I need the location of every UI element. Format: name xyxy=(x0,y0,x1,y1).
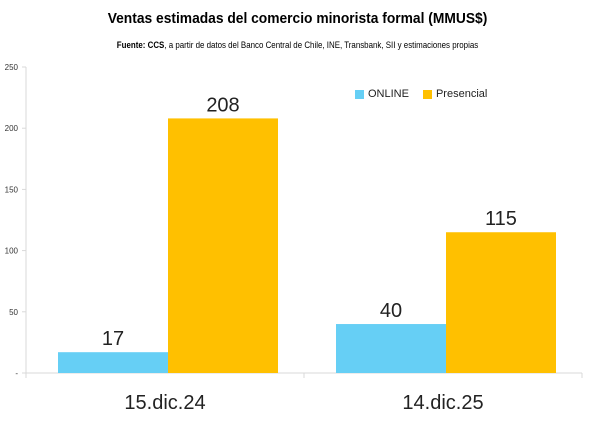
legend-item-online: ONLINE xyxy=(355,88,409,100)
data-label-online-0: 17 xyxy=(102,328,124,350)
data-label-online-1: 40 xyxy=(380,300,402,322)
bar-presencial-1 xyxy=(446,232,556,373)
y-tick-label: 50 xyxy=(9,308,18,317)
x-category-label: 15.dic.24 xyxy=(124,392,205,414)
data-label-presencial-1: 115 xyxy=(485,208,517,230)
legend-item-presencial: Presencial xyxy=(422,88,488,100)
y-tick-label: 250 xyxy=(5,63,19,72)
x-category-label: 14.dic.25 xyxy=(402,392,483,414)
legend: ONLINE Presencial xyxy=(355,88,487,100)
legend-swatch-presencial xyxy=(422,89,432,99)
bar-online-1 xyxy=(336,324,446,373)
bar-presencial-0 xyxy=(168,118,278,374)
y-tick-label: 100 xyxy=(5,247,19,256)
data-label-presencial-0: 208 xyxy=(206,94,239,116)
source-text: , a partir de datos del Banco Central de… xyxy=(164,40,479,50)
chart-title: Ventas estimadas del comercio minorista … xyxy=(107,10,488,27)
y-tick-label: - xyxy=(15,369,18,378)
y-tick-label: 150 xyxy=(5,185,19,194)
chart-subtitle: Fuente: CCS, a partir de datos del Banco… xyxy=(36,40,560,50)
source-label: Fuente: CCS xyxy=(116,40,165,50)
legend-label-presencial: Presencial xyxy=(435,88,488,100)
bar-online-0 xyxy=(58,352,168,373)
legend-swatch-online xyxy=(355,89,364,99)
legend-label-online: ONLINE xyxy=(368,88,409,100)
y-tick-label: 200 xyxy=(5,124,19,133)
